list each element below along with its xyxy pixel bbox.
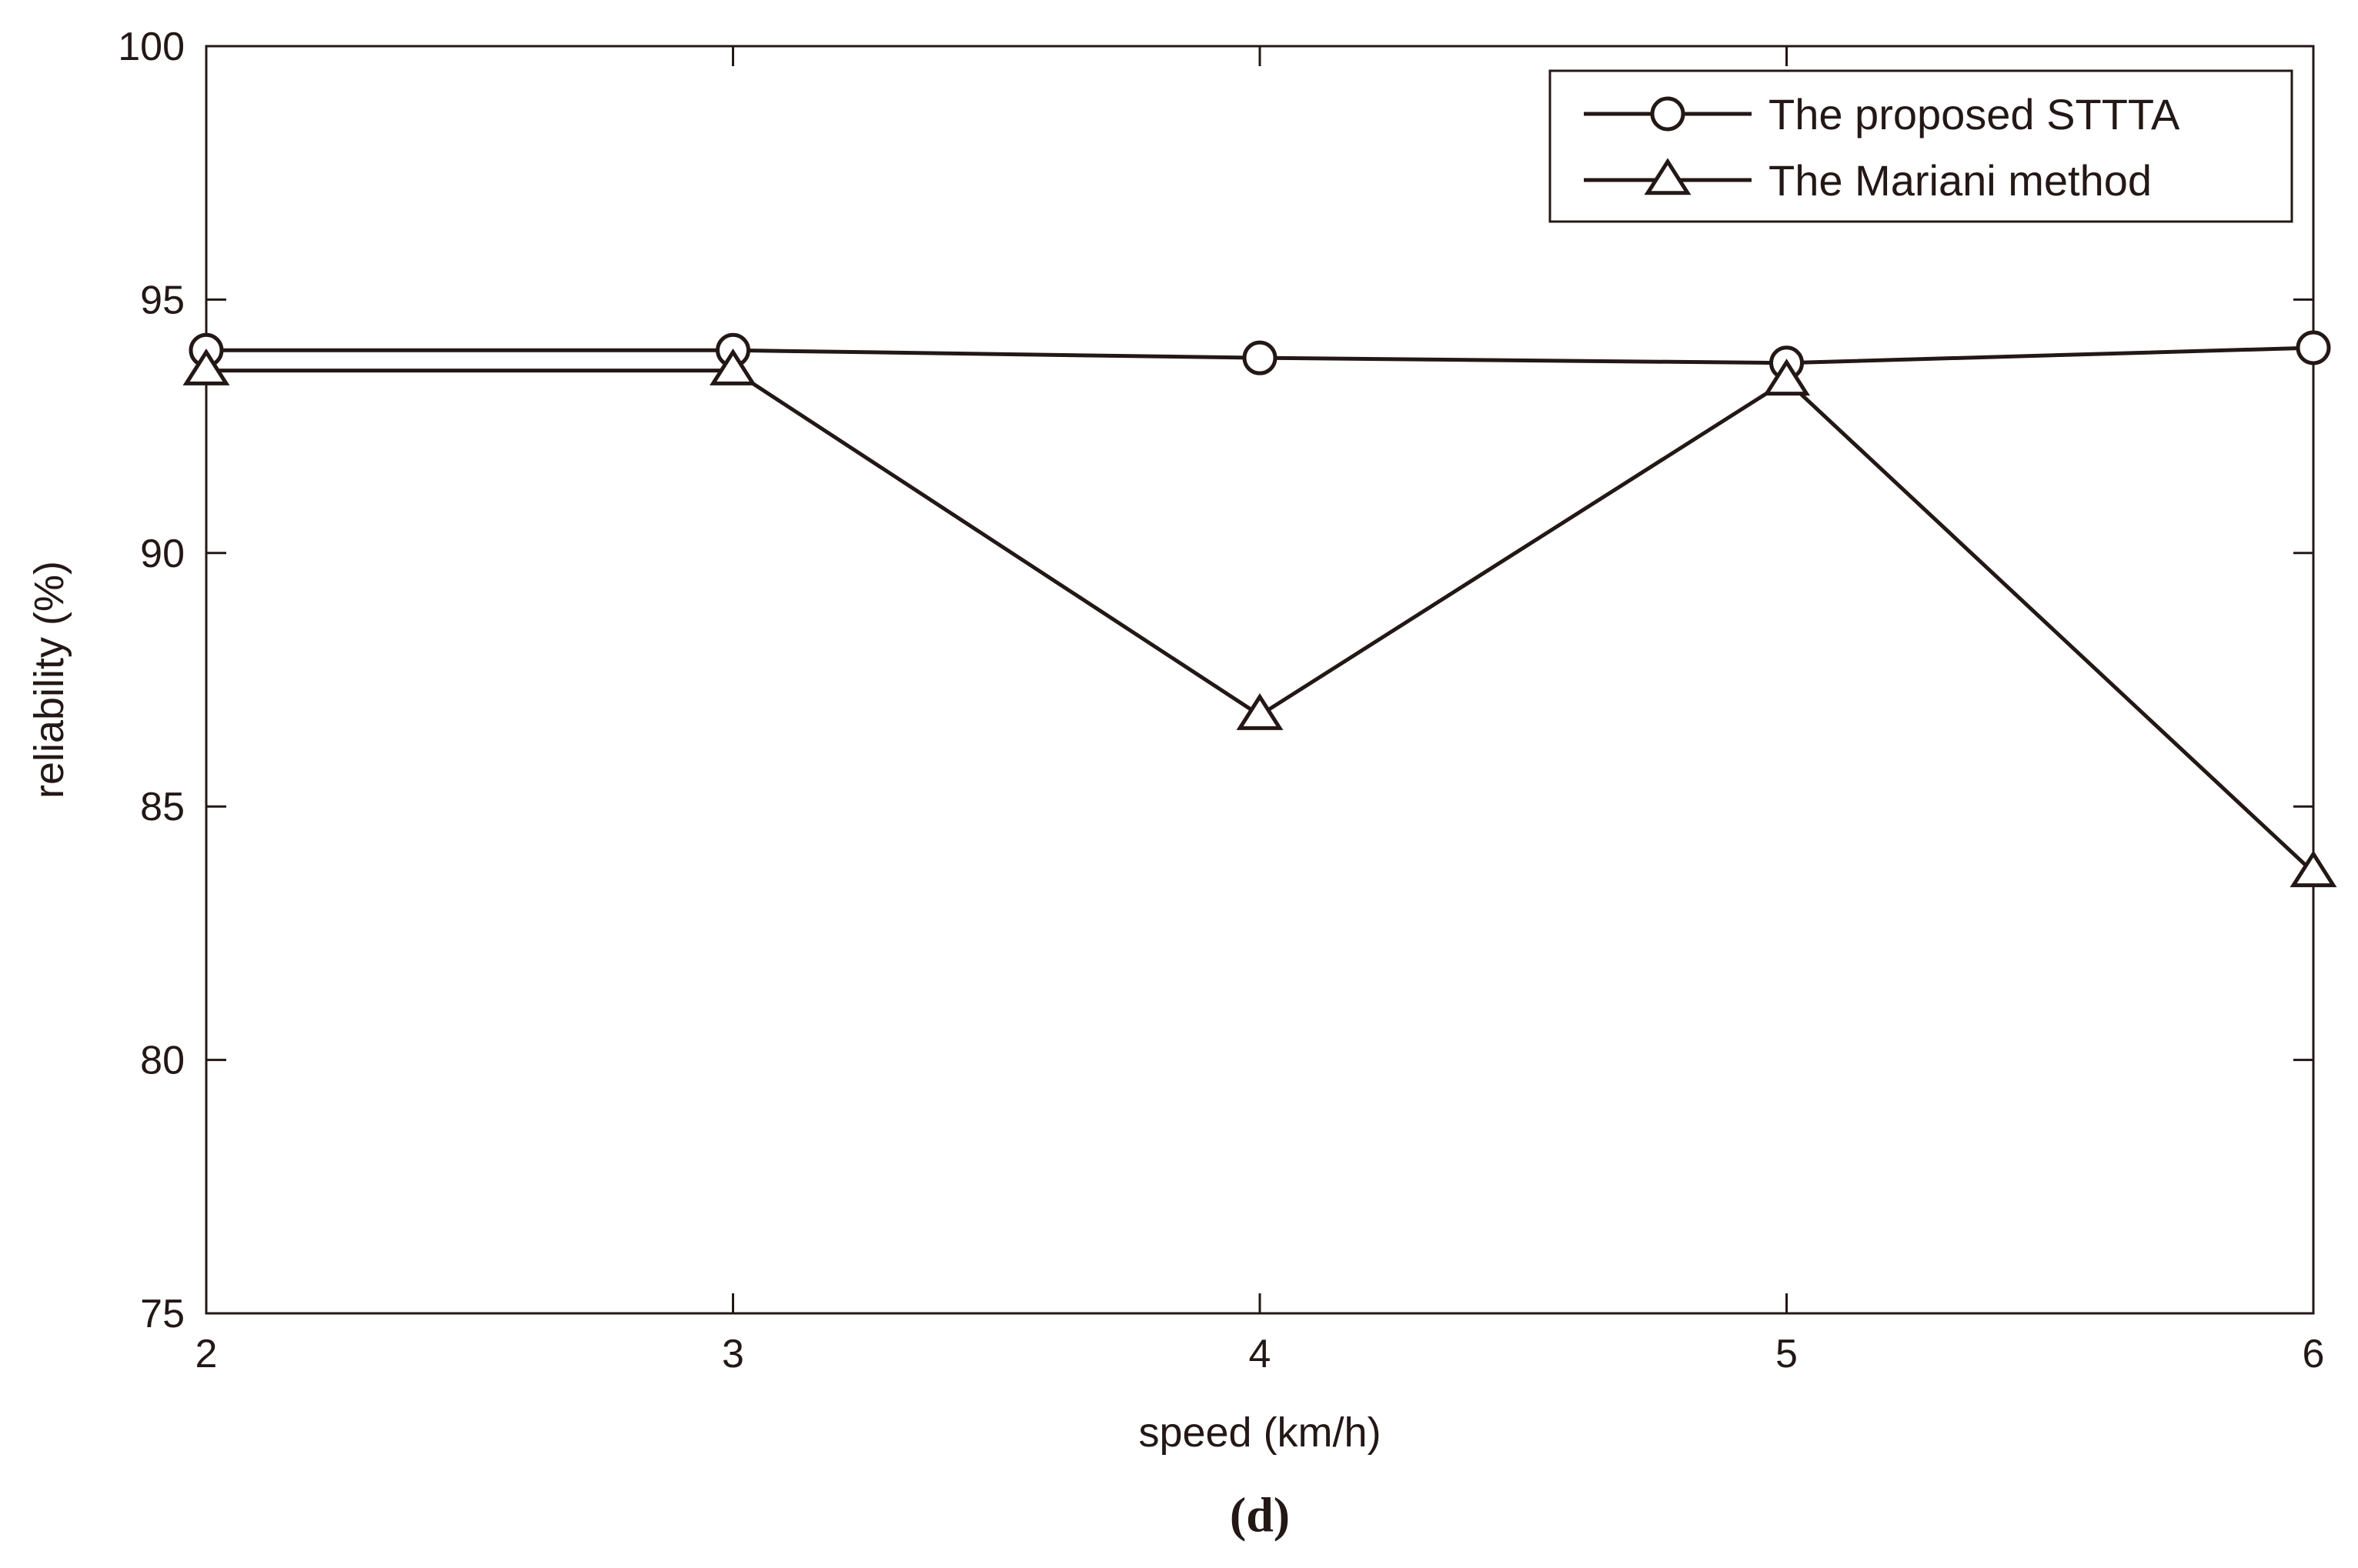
x-tick-label: 3 (722, 1332, 744, 1376)
axis-ticks: 2 3 4 5 6 75 80 85 90 95 100 (118, 25, 2324, 1376)
data-point (2290, 850, 2337, 888)
legend-label: The Mariani method (1768, 156, 2152, 205)
data-point (710, 348, 756, 385)
x-tick-label: 4 (1249, 1332, 1271, 1376)
data-point (1236, 692, 1284, 730)
y-tick-label: 100 (118, 25, 185, 69)
data-point (2296, 330, 2331, 365)
panel-label: (d) (1230, 1487, 1290, 1542)
y-tick-label: 85 (140, 785, 185, 829)
series-layer (182, 330, 2337, 888)
y-axis-label: reliability (%) (26, 561, 72, 799)
y-tick-label: 75 (140, 1292, 185, 1336)
x-tick-label: 5 (1775, 1332, 1798, 1376)
series-2 (182, 348, 2337, 888)
legend-box (1548, 69, 2293, 223)
legend-marker (1644, 158, 1692, 195)
data-point (182, 348, 230, 385)
legend-marker (1650, 96, 1685, 132)
series-line (206, 369, 2315, 874)
x-tick-label: 6 (2303, 1332, 2325, 1376)
x-tick-label: 2 (195, 1332, 218, 1376)
x-axis-label: speed (km/h) (1138, 1410, 1381, 1456)
legend: The proposed STTTA The Mariani method (1548, 69, 2293, 223)
legend-label: The proposed STTTA (1768, 90, 2180, 138)
y-tick-label: 80 (140, 1039, 185, 1083)
y-tick-label: 95 (140, 278, 185, 322)
data-point (1763, 359, 1810, 396)
legend-entry: The Mariani method (1584, 156, 2152, 205)
plot-area-frame (205, 45, 2315, 1315)
data-point (1242, 340, 1278, 375)
axes (205, 45, 2315, 1315)
y-tick-label: 90 (140, 532, 185, 576)
legend-entry: The proposed STTTA (1584, 90, 2180, 138)
